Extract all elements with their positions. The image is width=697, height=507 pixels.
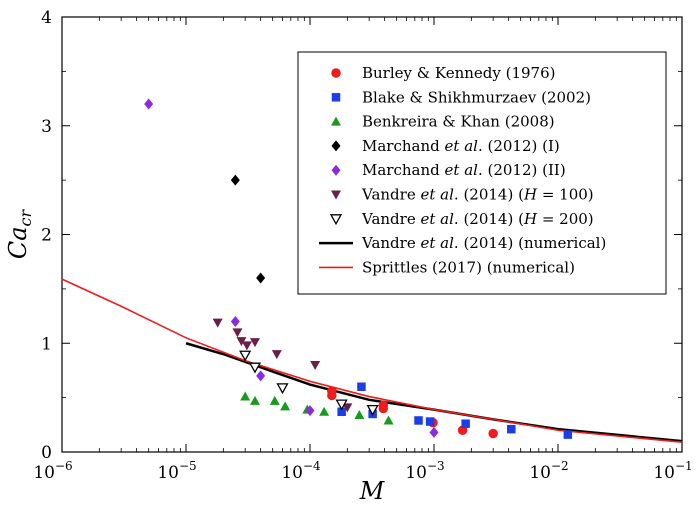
data-point <box>319 406 330 416</box>
y-tick-label: 2 <box>41 226 52 246</box>
legend-label: Vandre et al. (2014) (H = 200) <box>361 210 594 228</box>
data-point <box>276 383 289 395</box>
data-point <box>327 390 337 401</box>
data-point <box>342 403 353 413</box>
data-point <box>249 338 260 348</box>
data-point <box>269 395 280 405</box>
legend-marker <box>331 140 341 152</box>
x-tick-label: 10−4 <box>281 459 321 483</box>
y-axis-label: Cacr <box>4 209 35 260</box>
x-tick-label: 10−2 <box>529 459 568 483</box>
legend-label: Benkreira & Khan (2008) <box>362 113 555 131</box>
y-tick-label: 1 <box>41 334 52 354</box>
legend: Burley & Kennedy (1976) Blake & Shikhmurz… <box>297 51 667 295</box>
data-point <box>271 350 282 360</box>
data-point <box>248 362 262 374</box>
data-point <box>212 318 223 328</box>
data-point <box>378 403 389 414</box>
legend-box <box>297 51 667 295</box>
x-tick-label: 10−3 <box>405 459 444 483</box>
legend-label: Vandre et al. (2014) (numerical) <box>361 234 606 252</box>
legend-label: Marchand et al. (2012) (II) <box>362 161 566 179</box>
legend-label: Vandre et al. (2014) (H = 100) <box>361 186 594 204</box>
data-point <box>429 426 439 438</box>
x-tick-label: 10−5 <box>157 459 196 483</box>
legend-label: Blake & Shikhmurzaev (2002) <box>362 88 591 106</box>
data-point <box>230 316 240 327</box>
data-point <box>425 417 435 426</box>
data-point <box>461 419 470 428</box>
data-point <box>414 416 423 425</box>
data-point <box>144 98 154 110</box>
data-point <box>249 395 260 405</box>
legend-marker <box>331 190 341 200</box>
data-point <box>256 370 266 382</box>
data-point <box>305 405 315 417</box>
x-axis-label: M <box>359 477 386 505</box>
data-point <box>507 424 516 434</box>
data-point <box>357 382 366 391</box>
data-point <box>488 428 498 439</box>
legend-marker <box>331 164 341 176</box>
y-tick-label: 3 <box>41 117 52 137</box>
data-layer <box>61 98 683 444</box>
ticks-layer: 10−6 10−5 10−4 10−3 10−2 10−1 0 1 2 3 4 <box>33 8 692 483</box>
data-point <box>240 391 251 401</box>
legend-marker <box>331 116 341 126</box>
data-point <box>366 404 379 416</box>
data-point <box>241 341 252 351</box>
data-point <box>239 350 252 362</box>
data-point <box>563 430 573 439</box>
y-tick-label: 4 <box>41 8 52 28</box>
x-tick-label: 10−6 <box>33 459 72 483</box>
data-point <box>310 361 321 370</box>
y-tick-label: 0 <box>41 443 52 463</box>
legend-label: Marchand et al. (2012) (I) <box>362 137 560 155</box>
legend-marker <box>331 68 341 78</box>
data-point <box>383 415 394 425</box>
data-point <box>236 337 247 347</box>
legend-label: Burley & Kennedy (1976) <box>362 64 556 82</box>
data-point <box>232 328 243 338</box>
legend-label: Sprittles (2017) (numerical) <box>362 258 575 276</box>
data-point <box>256 272 266 284</box>
data-point <box>280 401 291 411</box>
data-point <box>230 174 240 186</box>
data-point <box>337 407 346 417</box>
legend-marker <box>331 93 341 102</box>
data-point <box>335 399 348 411</box>
series-line <box>61 278 683 444</box>
x-tick-label: 10−1 <box>653 459 692 483</box>
legend-marker <box>329 214 343 226</box>
data-point <box>354 410 365 420</box>
